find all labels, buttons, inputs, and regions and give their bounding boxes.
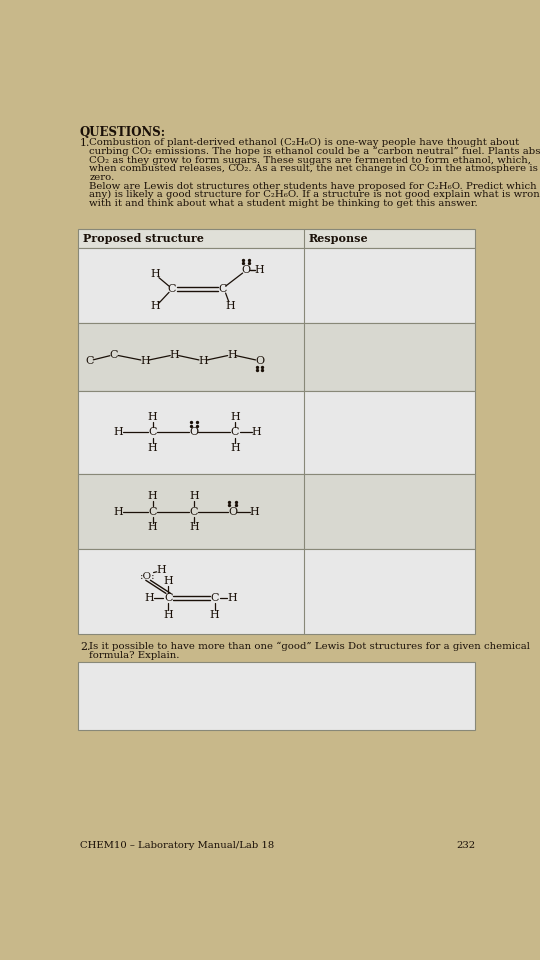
Text: O: O	[241, 265, 251, 275]
Text: H: H	[230, 443, 240, 453]
Text: H: H	[113, 507, 123, 516]
Text: H: H	[255, 265, 265, 275]
Text: H: H	[113, 427, 123, 438]
Text: any) is likely a good structure for C₂H₆O. If a structure is not good explain wh: any) is likely a good structure for C₂H₆…	[89, 190, 540, 199]
Text: 1.: 1.	[80, 138, 90, 148]
Text: H: H	[189, 492, 199, 501]
Bar	[78, 549, 475, 635]
Text: H: H	[230, 412, 240, 422]
Bar	[78, 324, 475, 391]
Text: 2.: 2.	[80, 642, 90, 652]
Text: zero.: zero.	[89, 173, 114, 181]
Text: when combusted releases, CO₂. As a result, the net change in CO₂ in the atmosphe: when combusted releases, CO₂. As a resul…	[89, 164, 538, 173]
Text: O: O	[189, 427, 198, 438]
Bar	[78, 391, 475, 474]
Text: C: C	[148, 507, 157, 516]
Text: O: O	[255, 356, 264, 366]
Text: Combustion of plant-derived ethanol (C₂H₆O) is one-way people have thought about: Combustion of plant-derived ethanol (C₂H…	[89, 138, 519, 148]
Bar	[78, 474, 475, 549]
Text: Proposed structure: Proposed structure	[83, 233, 204, 244]
Text: Below are Lewis dot structures other students have proposed for C₂H₆O. Predict w: Below are Lewis dot structures other stu…	[89, 181, 540, 190]
Text: H: H	[225, 301, 235, 311]
Text: 232: 232	[456, 841, 475, 850]
Text: C: C	[190, 507, 198, 516]
Text: H: H	[249, 507, 259, 516]
Text: O: O	[228, 507, 237, 516]
Text: Is it possible to have more than one “good” Lewis Dot structures for a given che: Is it possible to have more than one “go…	[89, 642, 530, 651]
Bar	[78, 248, 475, 324]
Bar	[78, 229, 475, 248]
Text: C: C	[164, 593, 172, 603]
Text: curbing CO₂ emissions. The hope is ethanol could be a “carbon neutral” fuel. Pla: curbing CO₂ emissions. The hope is ethan…	[89, 147, 540, 156]
Text: with it and think about what a student might be thinking to get this answer.: with it and think about what a student m…	[89, 199, 478, 207]
Text: CHEM10 – Laboratory Manual/Lab 18: CHEM10 – Laboratory Manual/Lab 18	[80, 841, 274, 850]
Text: C: C	[110, 349, 118, 360]
Text: H: H	[210, 610, 220, 620]
Text: H: H	[150, 301, 160, 311]
Text: H: H	[157, 565, 166, 575]
Text: H: H	[227, 593, 237, 603]
Text: H: H	[148, 412, 158, 422]
Text: H: H	[164, 576, 173, 586]
Text: CO₂ as they grow to form sugars. These sugars are fermented to form ethanol, whi: CO₂ as they grow to form sugars. These s…	[89, 156, 531, 164]
Text: H: H	[252, 427, 261, 438]
Text: C: C	[211, 593, 219, 603]
Text: Response: Response	[308, 233, 368, 244]
Text: QUESTIONS:: QUESTIONS:	[80, 126, 166, 139]
Text: H: H	[189, 522, 199, 532]
Text: C: C	[231, 427, 239, 438]
Text: H: H	[140, 356, 150, 366]
Text: H: H	[148, 492, 158, 501]
Text: C: C	[168, 284, 177, 294]
Text: C: C	[218, 284, 227, 294]
Text: C: C	[148, 427, 157, 438]
Text: H: H	[148, 443, 158, 453]
Text: H: H	[164, 610, 173, 620]
Text: :O:: :O:	[139, 572, 155, 581]
Text: H: H	[145, 593, 154, 603]
Text: H: H	[170, 349, 179, 360]
Text: H: H	[148, 522, 158, 532]
Bar	[78, 661, 475, 730]
Text: H: H	[227, 349, 237, 360]
Text: C: C	[85, 356, 93, 366]
Text: H: H	[150, 269, 160, 278]
Text: H: H	[198, 356, 208, 366]
Text: formula? Explain.: formula? Explain.	[89, 651, 180, 660]
